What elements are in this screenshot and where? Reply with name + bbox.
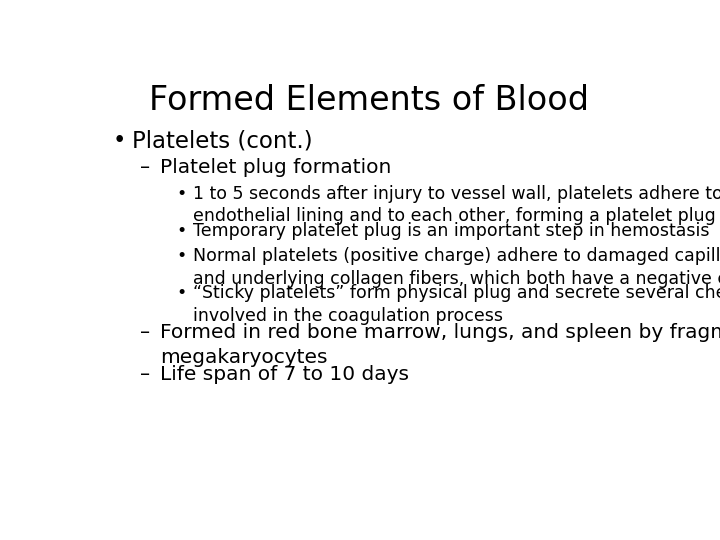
Text: •: •	[176, 247, 186, 265]
Text: •: •	[176, 285, 186, 302]
Text: •: •	[176, 185, 186, 202]
Text: –: –	[140, 323, 150, 342]
Text: Normal platelets (positive charge) adhere to damaged capillary wall
and underlyi: Normal platelets (positive charge) adher…	[193, 247, 720, 288]
Text: Life span of 7 to 10 days: Life span of 7 to 10 days	[160, 365, 409, 384]
Text: •: •	[112, 129, 126, 152]
Text: “Sticky platelets” form physical plug and secrete several chemicals
involved in : “Sticky platelets” form physical plug an…	[193, 285, 720, 325]
Text: Temporary platelet plug is an important step in hemostasis: Temporary platelet plug is an important …	[193, 222, 710, 240]
Text: Formed in red bone marrow, lungs, and spleen by fragmentation of
megakaryocytes: Formed in red bone marrow, lungs, and sp…	[160, 323, 720, 367]
Text: –: –	[140, 158, 150, 177]
Text: Platelet plug formation: Platelet plug formation	[160, 158, 391, 177]
Text: Platelets (cont.): Platelets (cont.)	[132, 129, 312, 152]
Text: –: –	[140, 365, 150, 384]
Text: Formed Elements of Blood: Formed Elements of Blood	[149, 84, 589, 117]
Text: 1 to 5 seconds after injury to vessel wall, platelets adhere to damaged
endothel: 1 to 5 seconds after injury to vessel wa…	[193, 185, 720, 226]
Text: •: •	[176, 222, 186, 240]
